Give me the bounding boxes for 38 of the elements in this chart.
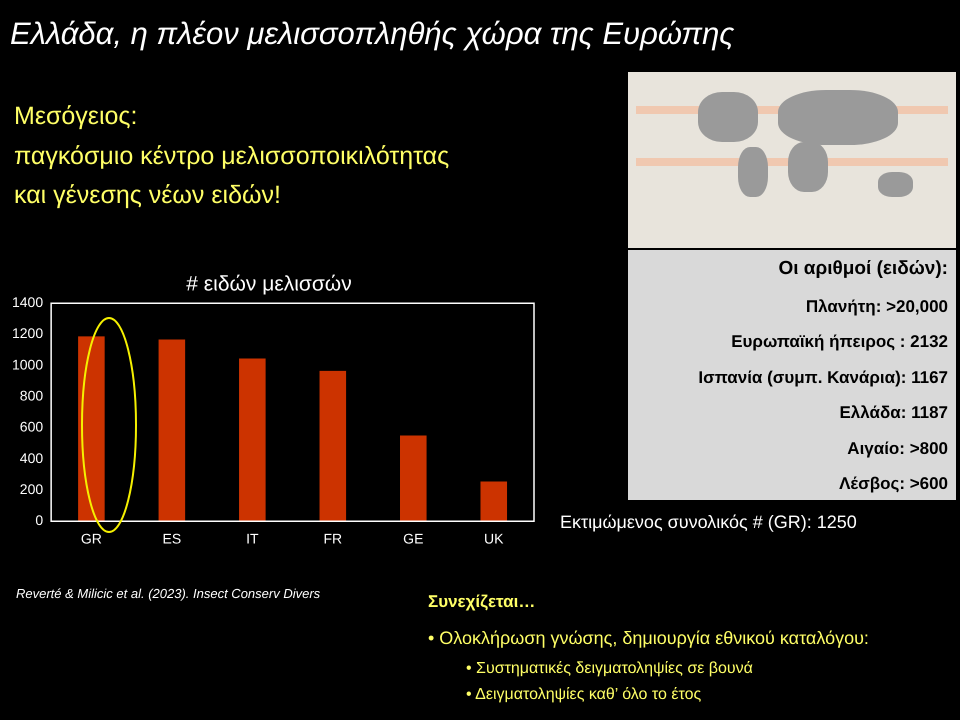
bar	[78, 336, 105, 522]
text: Μεσόγειος:	[14, 102, 138, 131]
text: Αιγαίο: >800	[847, 439, 948, 459]
text: Ελλάδα: 1187	[839, 403, 948, 423]
x-tick-label: ES	[162, 530, 182, 546]
text: Ισπανία (συμπ. Κανάρια): 1167	[698, 368, 948, 388]
y-tick-label: 200	[20, 480, 44, 497]
text: • Δειγματοληψίες καθ’ όλο το έτος	[466, 686, 702, 704]
y-tick-label: 1000	[12, 356, 44, 372]
bar	[239, 358, 266, 522]
text: Οι αριθμοί (ειδών):	[778, 258, 948, 280]
text: Πλανήτη: >20,000	[806, 297, 948, 317]
text: Συνεχίζεται…	[428, 592, 536, 612]
y-tick-label: 1200	[12, 325, 44, 342]
y-tick-label: 400	[20, 450, 44, 466]
text: Λέσβος: >600	[839, 474, 948, 494]
text: και γένεσης νέων ειδών!	[14, 181, 281, 210]
text: Reverté & Milicic et al. (2023). Insect Conserv Divers	[16, 586, 320, 601]
text: Εκτιμώμενος συνολικός # (GR): 1250	[560, 512, 857, 533]
x-tick-label: UK	[484, 530, 504, 546]
text: παγκόσμιο κέντρο μελισσοποικιλότητας	[14, 142, 450, 171]
y-tick-label: 600	[20, 418, 44, 435]
x-tick-label: IT	[246, 530, 259, 546]
y-tick-label: 800	[20, 387, 44, 404]
y-tick-label: 1400	[12, 294, 44, 310]
text: Ελλάδα, η πλέον μελισσοπληθής χώρα της Ευρώπης	[10, 16, 734, 52]
text: • Συστηματικές δειγματοληψίες σε βουνά	[466, 660, 753, 678]
y-tick-label: 0	[35, 512, 44, 528]
bar	[400, 436, 427, 522]
x-tick-label: GR	[80, 530, 102, 546]
bar	[320, 370, 346, 522]
x-tick-label: FR	[323, 530, 342, 546]
chart-title: # ειδών μελισσών	[186, 272, 352, 296]
bar	[480, 481, 508, 522]
text: • Ολοκλήρωση γνώσης, δημιουργία εθνικού καταλόγου:	[428, 628, 869, 649]
x-tick-label: GE	[403, 530, 424, 546]
text: Ευρωπαϊκή ήπειρος : 2132	[731, 332, 948, 352]
bar	[158, 339, 186, 522]
